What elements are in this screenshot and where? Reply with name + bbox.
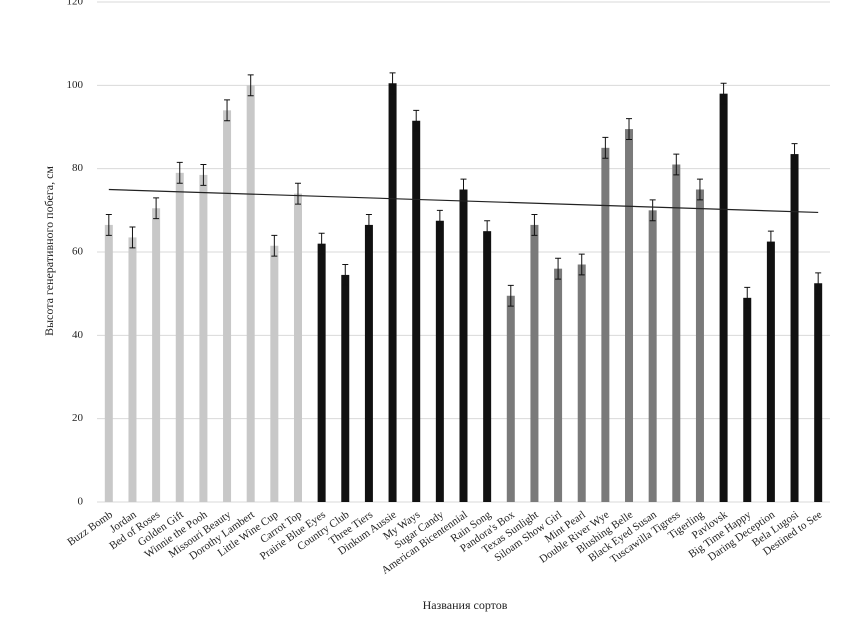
bar <box>199 174 208 502</box>
y-tick-label: 120 <box>67 0 84 8</box>
bar <box>506 295 515 502</box>
bar <box>719 93 728 503</box>
error-bar <box>578 253 585 276</box>
error-bar <box>696 178 703 201</box>
bar <box>435 220 444 502</box>
error-bar <box>767 230 774 253</box>
error-bar <box>342 264 349 286</box>
error-bar <box>791 143 798 165</box>
y-tick-label: 60 <box>72 246 84 258</box>
bar <box>412 120 421 502</box>
y-tick-label: 80 <box>72 162 84 174</box>
x-axis-title: Названия сортов <box>423 598 508 612</box>
bar <box>459 189 468 502</box>
bar <box>293 193 302 502</box>
bar <box>625 129 634 503</box>
bar <box>246 85 255 502</box>
bar <box>175 172 184 503</box>
bar <box>601 147 610 503</box>
bar <box>317 243 326 502</box>
bar <box>672 164 681 502</box>
y-tick-label: 0 <box>78 496 84 508</box>
trendline <box>108 188 819 214</box>
bar <box>814 283 823 502</box>
bar <box>695 189 704 502</box>
bar <box>554 268 563 502</box>
error-bar <box>602 136 609 159</box>
error-bar <box>413 109 420 132</box>
error-bar <box>555 257 562 280</box>
error-bar <box>507 284 514 307</box>
error-bar <box>626 118 633 140</box>
bar <box>152 208 161 502</box>
error-bar <box>815 272 822 295</box>
bar <box>270 245 279 502</box>
error-bar <box>318 232 325 255</box>
error-bar <box>484 220 491 243</box>
bar <box>223 110 232 502</box>
bar <box>364 224 373 502</box>
error-bar <box>389 72 396 95</box>
bar <box>743 297 752 502</box>
y-axis-title: Высота генеративного побега, см <box>42 166 56 336</box>
error-bar <box>673 153 680 176</box>
error-bar <box>436 209 443 232</box>
error-bar <box>649 199 656 222</box>
bar <box>104 224 113 502</box>
error-bar <box>224 99 231 122</box>
y-tick-label: 20 <box>72 412 84 424</box>
error-bar <box>105 214 112 236</box>
error-bar <box>271 234 278 257</box>
y-tick-label: 100 <box>67 79 84 91</box>
error-bar <box>247 74 254 97</box>
bar <box>388 83 397 502</box>
bar <box>128 237 137 502</box>
error-bar <box>365 214 372 236</box>
error-bar <box>153 197 160 220</box>
bar <box>648 210 657 503</box>
bar <box>577 264 586 502</box>
error-bar <box>531 214 538 236</box>
error-bar <box>294 182 301 205</box>
error-bar <box>720 82 727 105</box>
bar <box>530 224 539 502</box>
error-bar <box>200 164 207 186</box>
bar <box>766 241 775 503</box>
y-tick-label: 40 <box>72 329 84 341</box>
bar <box>790 154 799 503</box>
bar <box>341 274 350 502</box>
error-bar <box>129 226 136 249</box>
error-bar <box>744 286 751 309</box>
bar <box>483 231 492 502</box>
error-bar <box>460 178 467 201</box>
error-bar <box>176 161 183 184</box>
